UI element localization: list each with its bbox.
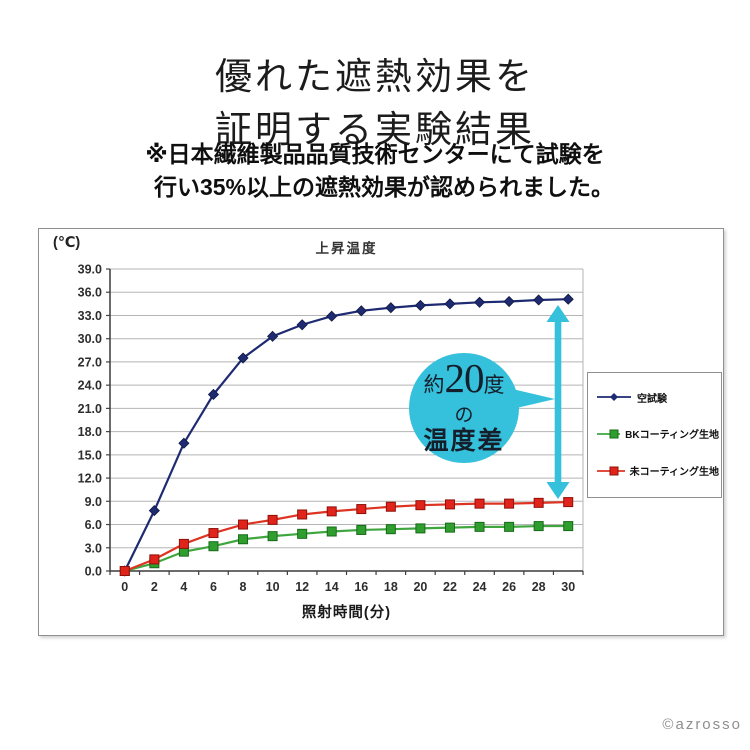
svg-text:27.0: 27.0 — [78, 355, 102, 369]
svg-text:0: 0 — [121, 580, 128, 594]
annotation-value: 20 — [444, 355, 485, 401]
page-title-line1: 優れた遮熱効果を — [215, 56, 535, 98]
svg-text:33.0: 33.0 — [78, 309, 102, 323]
svg-text:30: 30 — [561, 580, 575, 594]
annotation-bubble: 約20度 の 温度差 — [409, 353, 519, 463]
page-subtitle-line1: ※日本繊維製品品質技術センターにて試験を — [145, 141, 605, 167]
legend-label-uncoated: 未コーティング生地 — [629, 467, 719, 479]
bk-coated-line-marker-icon — [597, 429, 621, 439]
axes — [109, 269, 584, 575]
page-title: 優れた遮熱効果を 証明する実験結果 — [0, 51, 750, 157]
chart-title: 上昇温度 — [315, 241, 378, 256]
x-axis-title: 照射時間(分) — [301, 605, 392, 621]
legend-item-blank-test: 空試験 — [596, 390, 719, 405]
svg-text:10: 10 — [266, 580, 280, 594]
svg-text:39.0: 39.0 — [78, 263, 102, 277]
chart-legend: 空試験 BKコーティング生地 未コーティング生地 — [587, 372, 722, 498]
svg-text:22: 22 — [443, 580, 457, 594]
annotation-particle: の — [454, 405, 474, 426]
temperature-line-chart: 0.0 3.0 6.0 9.0 12.0 15.0 18.0 21.0 24.0 27.0 30.0… — [78, 263, 584, 594]
svg-text:6.0: 6.0 — [85, 518, 102, 532]
svg-text:21.0: 21.0 — [78, 402, 102, 416]
annotation-line1: 約20度 — [423, 358, 505, 407]
svg-text:24: 24 — [473, 580, 487, 594]
svg-text:18.0: 18.0 — [78, 425, 102, 439]
svg-text:12: 12 — [295, 580, 309, 594]
svg-text:2: 2 — [151, 580, 158, 594]
svg-text:9.0: 9.0 — [85, 495, 102, 509]
svg-text:8: 8 — [240, 580, 247, 594]
annotation-caption: 温度差 — [423, 428, 505, 455]
svg-text:0.0: 0.0 — [85, 565, 102, 579]
svg-text:3.0: 3.0 — [85, 541, 102, 555]
svg-text:14: 14 — [325, 580, 339, 594]
legend-label-blank-test: 空試験 — [637, 393, 667, 405]
legend-label-bk-coated: BKコーティング生地 — [625, 430, 719, 442]
chart-panel: (℃) 上昇温度 0.0 3.0 6.0 9.0 12.0 15.0 18.0 21.0 24.… — [38, 228, 724, 636]
svg-text:6: 6 — [210, 580, 217, 594]
svg-text:16: 16 — [354, 580, 368, 594]
legend-item-bk-coated-fabric: BKコーティング生地 — [596, 426, 719, 441]
series-空試験 — [119, 293, 574, 577]
page-title-line2: 証明する実験結果 — [215, 109, 535, 151]
svg-text:26: 26 — [502, 580, 516, 594]
svg-text:18: 18 — [384, 580, 398, 594]
svg-text:15.0: 15.0 — [78, 448, 102, 462]
x-axis-labels: 0 2 4 6 8 10 12 14 16 18 20 22 24 26 28 30 — [121, 580, 575, 594]
svg-text:12.0: 12.0 — [78, 472, 102, 486]
copyright-watermark: ©azrosso — [662, 716, 742, 733]
svg-text:24.0: 24.0 — [78, 379, 102, 393]
y-axis-unit-label: (℃) — [53, 235, 81, 251]
temperature-gap-arrow — [546, 305, 570, 499]
page-subtitle: ※日本繊維製品品質技術センターにて試験を 行い35%以上の遮熱効果が認められまし… — [0, 138, 750, 204]
svg-text:4: 4 — [180, 580, 187, 594]
series-未コーティング生地 — [119, 497, 574, 576]
blank-test-line-marker-icon — [597, 393, 631, 402]
page-subtitle-line2: 行い35%以上の遮熱効果が認められました。 — [153, 174, 615, 200]
uncoated-line-marker-icon — [597, 466, 625, 476]
annotation-prefix: 約 — [423, 373, 445, 397]
annotation-unit: 度 — [483, 373, 505, 397]
svg-text:30.0: 30.0 — [78, 332, 102, 346]
svg-text:20: 20 — [413, 580, 427, 594]
svg-text:36.0: 36.0 — [78, 286, 102, 300]
svg-text:28: 28 — [532, 580, 546, 594]
legend-item-uncoated-fabric: 未コーティング生地 — [596, 463, 719, 478]
